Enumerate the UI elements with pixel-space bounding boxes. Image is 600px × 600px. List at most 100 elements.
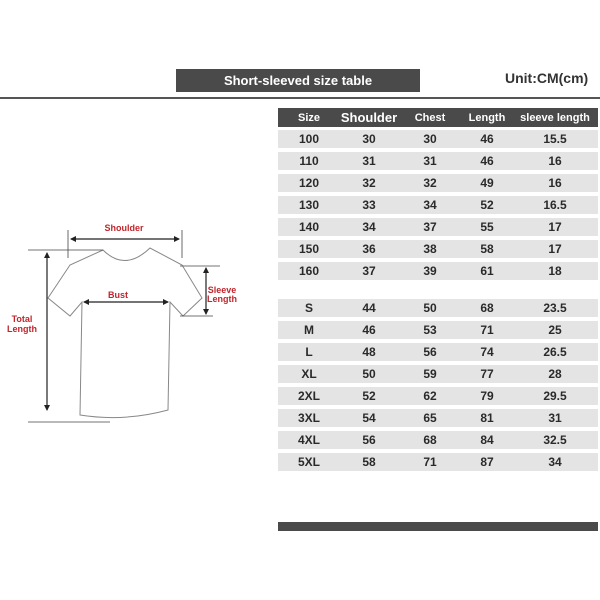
cell-sleeve-length: 23.5 <box>543 301 567 315</box>
header-chest: Chest <box>414 111 446 124</box>
cell-sleeve-length: 16.5 <box>543 198 567 212</box>
header-length: Length <box>468 111 506 124</box>
cell-sleeve-length: 17 <box>548 220 562 234</box>
cell-size: 150 <box>298 242 320 256</box>
cell-size: 100 <box>298 132 320 146</box>
cell-chest: 65 <box>423 411 437 425</box>
cell-shoulder: 54 <box>362 411 376 425</box>
cell-length: 84 <box>480 433 494 447</box>
table-row: 130 33 34 52 16.5 <box>278 196 598 214</box>
cell-size: 110 <box>299 154 319 168</box>
cell-length: 79 <box>480 389 494 403</box>
cell-sleeve-length: 34 <box>548 455 562 469</box>
table-row: 140 34 37 55 17 <box>278 218 598 236</box>
cell-length: 58 <box>480 242 494 256</box>
cell-shoulder: 58 <box>362 455 376 469</box>
cell-shoulder: 34 <box>362 220 376 234</box>
table-row: XL 50 59 77 28 <box>278 365 598 383</box>
cell-shoulder: 56 <box>362 433 376 447</box>
cell-length: 87 <box>480 455 494 469</box>
cell-shoulder: 30 <box>362 132 376 146</box>
table-row: 2XL 52 62 79 29.5 <box>278 387 598 405</box>
table-footer-bar <box>278 522 598 531</box>
table-row: 150 36 38 58 17 <box>278 240 598 258</box>
table-title: Short-sleeved size table <box>176 69 420 92</box>
cell-shoulder: 44 <box>362 301 376 315</box>
shoulder-label: Shoulder <box>104 223 143 233</box>
cell-shoulder: 46 <box>362 323 376 337</box>
cell-chest: 32 <box>423 176 437 190</box>
cell-length: 55 <box>480 220 494 234</box>
cell-length: 61 <box>480 264 494 278</box>
sleeve-length-label-1: Sleeve <box>208 285 237 295</box>
cell-chest: 56 <box>423 345 437 359</box>
cell-size: XL <box>301 367 317 381</box>
table-row: 4XL 56 68 84 32.5 <box>278 431 598 449</box>
cell-chest: 38 <box>423 242 437 256</box>
cell-shoulder: 33 <box>362 198 376 212</box>
table-row: L 48 56 74 26.5 <box>278 343 598 361</box>
cell-shoulder: 31 <box>362 154 376 168</box>
cell-chest: 59 <box>423 367 437 381</box>
cell-size: 140 <box>298 220 320 234</box>
table-header: Size Shoulder Chest Length sleeve length <box>278 108 598 127</box>
cell-length: 49 <box>480 176 494 190</box>
cell-sleeve-length: 16 <box>548 176 562 190</box>
cell-sleeve-length: 31 <box>548 411 562 425</box>
cell-chest: 30 <box>423 132 437 146</box>
cell-chest: 34 <box>423 198 437 212</box>
cell-sleeve-length: 18 <box>548 264 562 278</box>
cell-size: 3XL <box>297 411 320 425</box>
table-row: S 44 50 68 23.5 <box>278 299 598 317</box>
table-row: 160 37 39 61 18 <box>278 262 598 280</box>
total-length-label-2: Length <box>7 324 37 334</box>
cell-length: 74 <box>480 345 494 359</box>
table-row: 100 30 30 46 15.5 <box>278 130 598 148</box>
cell-shoulder: 50 <box>362 367 376 381</box>
cell-sleeve-length: 25 <box>548 323 562 337</box>
cell-chest: 62 <box>423 389 437 403</box>
cell-shoulder: 52 <box>362 389 376 403</box>
cell-size: 2XL <box>297 389 320 403</box>
sleeve-length-label-2: Length <box>207 294 237 304</box>
cell-size: 120 <box>298 176 320 190</box>
cell-chest: 71 <box>423 455 437 469</box>
cell-sleeve-length: 15.5 <box>543 132 567 146</box>
tshirt-diagram: Shoulder Bust Total Length Sleeve Length <box>7 223 237 423</box>
cell-length: 68 <box>480 301 494 315</box>
cell-length: 46 <box>480 154 494 168</box>
cell-sleeve-length: 26.5 <box>543 345 567 359</box>
cell-length: 81 <box>480 411 494 425</box>
cell-length: 77 <box>480 367 494 381</box>
cell-length: 46 <box>480 132 494 146</box>
cell-size: 5XL <box>297 455 320 469</box>
cell-size: L <box>305 345 313 359</box>
cell-length: 71 <box>480 323 494 337</box>
table-row: 3XL 54 65 81 31 <box>278 409 598 427</box>
cell-size: 130 <box>298 198 320 212</box>
cell-size: S <box>304 301 313 315</box>
cell-chest: 53 <box>423 323 437 337</box>
cell-sleeve-length: 29.5 <box>543 389 567 403</box>
table-row: 120 32 32 49 16 <box>278 174 598 192</box>
table-row: 5XL 58 71 87 34 <box>278 453 598 471</box>
header-sleeve-length: sleeve length <box>520 111 590 124</box>
cell-size: M <box>304 323 314 337</box>
divider <box>0 97 600 99</box>
table-row: 110 31 31 46 16 <box>278 152 598 170</box>
tshirt-outline <box>47 247 203 419</box>
header-shoulder: Shoulder <box>340 110 398 125</box>
bust-label: Bust <box>108 290 128 300</box>
cell-size: 4XL <box>297 433 320 447</box>
cell-chest: 37 <box>423 220 437 234</box>
cell-chest: 31 <box>423 154 437 168</box>
cell-length: 52 <box>480 198 494 212</box>
cell-size: 160 <box>298 264 320 278</box>
cell-shoulder: 36 <box>362 242 376 256</box>
cell-sleeve-length: 28 <box>548 367 562 381</box>
cell-shoulder: 37 <box>362 264 376 278</box>
cell-shoulder: 48 <box>362 345 376 359</box>
cell-sleeve-length: 32.5 <box>543 433 567 447</box>
cell-sleeve-length: 16 <box>548 154 562 168</box>
